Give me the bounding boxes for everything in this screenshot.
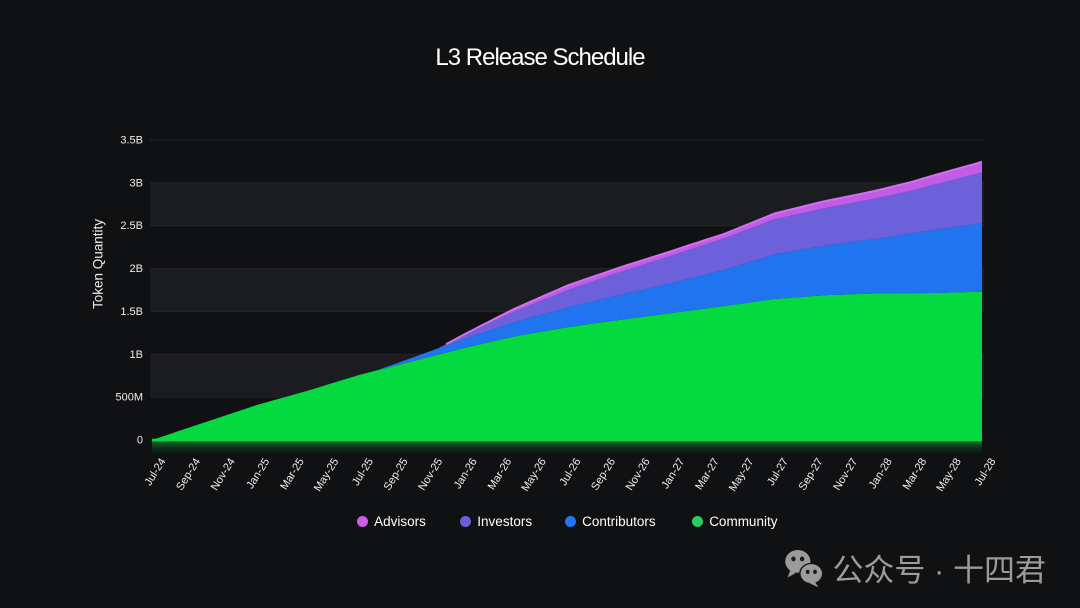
svg-text:May-28: May-28 [934,456,964,493]
svg-text:Jan-27: Jan-27 [659,456,687,491]
svg-text:May-25: May-25 [312,456,342,493]
svg-text:Jul-25: Jul-25 [350,456,376,488]
svg-text:May-27: May-27 [727,456,757,493]
svg-text:May-26: May-26 [519,456,549,493]
svg-text:Sep-24: Sep-24 [174,456,203,492]
svg-text:2B: 2B [130,263,143,275]
svg-text:2.5B: 2.5B [120,220,143,232]
svg-text:3B: 3B [130,177,143,189]
svg-text:Nov-24: Nov-24 [209,456,238,492]
svg-text:Jul-26: Jul-26 [557,456,583,488]
svg-text:Mar-27: Mar-27 [693,456,722,492]
svg-text:0: 0 [137,435,143,447]
svg-text:Mar-28: Mar-28 [901,456,930,492]
svg-text:Mar-25: Mar-25 [278,456,307,492]
svg-text:1.5B: 1.5B [120,306,143,318]
svg-text:Jan-28: Jan-28 [867,456,895,491]
svg-text:Token Quantity: Token Quantity [91,219,106,309]
svg-text:Jan-25: Jan-25 [244,456,272,491]
svg-text:Nov-25: Nov-25 [416,456,445,492]
svg-text:500M: 500M [115,392,143,404]
svg-text:Sep-25: Sep-25 [382,456,411,492]
svg-text:Jul-28: Jul-28 [972,456,998,488]
svg-text:Nov-26: Nov-26 [624,456,653,492]
svg-text:Jan-26: Jan-26 [452,456,480,491]
svg-text:Mar-26: Mar-26 [486,456,515,492]
svg-text:Sep-27: Sep-27 [797,456,826,492]
svg-text:3.5B: 3.5B [120,135,143,147]
svg-text:Nov-27: Nov-27 [831,456,860,492]
svg-text:1B: 1B [130,349,143,361]
svg-text:Jul-27: Jul-27 [765,456,791,488]
svg-text:Sep-26: Sep-26 [589,456,618,492]
svg-text:Jul-24: Jul-24 [142,456,168,488]
